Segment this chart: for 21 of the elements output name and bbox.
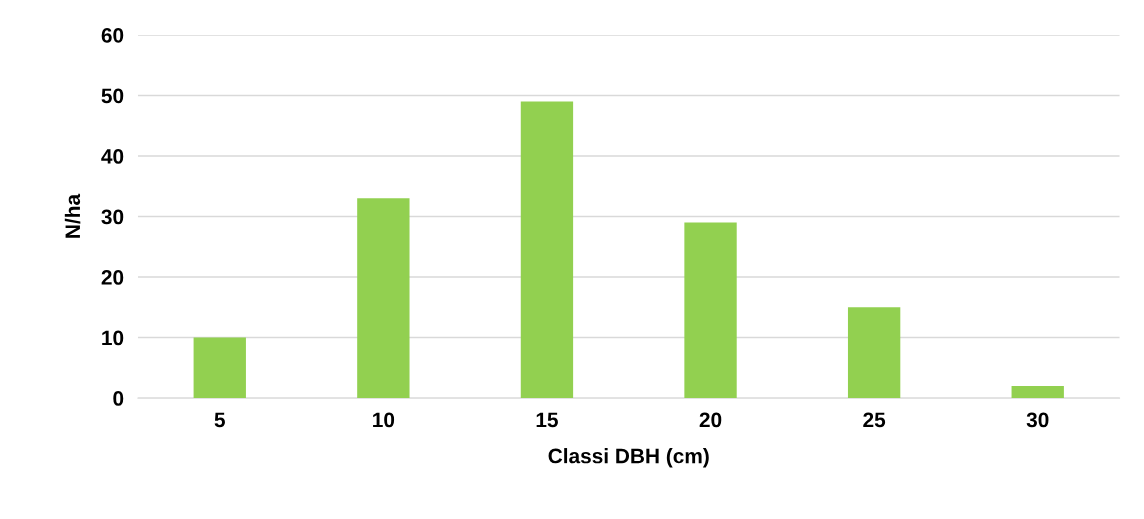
y-tick-label: 10 <box>102 330 124 346</box>
y-axis-title: N/ha <box>64 193 81 238</box>
y-tick-label: 30 <box>101 209 124 225</box>
bar <box>684 222 737 399</box>
x-axis-title: Classi DBH (cm) <box>548 448 709 468</box>
y-tick-label: 20 <box>101 270 124 285</box>
x-tick-label: 15 <box>536 412 558 428</box>
y-tick-label: 40 <box>101 149 124 164</box>
x-tick-label: 20 <box>699 412 722 428</box>
bar <box>847 307 901 399</box>
bar <box>520 101 574 399</box>
y-tick-label: 50 <box>101 88 124 104</box>
x-tick-label: 5 <box>214 412 225 428</box>
y-tick-label: 60 <box>101 27 124 43</box>
x-tick-label: 30 <box>1026 412 1049 428</box>
x-tick-label: 25 <box>863 412 886 428</box>
bar <box>1011 385 1064 399</box>
x-tick-label: 10 <box>373 412 395 428</box>
y-tick-label: 0 <box>113 391 124 406</box>
bar <box>193 337 246 399</box>
bar <box>357 198 410 399</box>
